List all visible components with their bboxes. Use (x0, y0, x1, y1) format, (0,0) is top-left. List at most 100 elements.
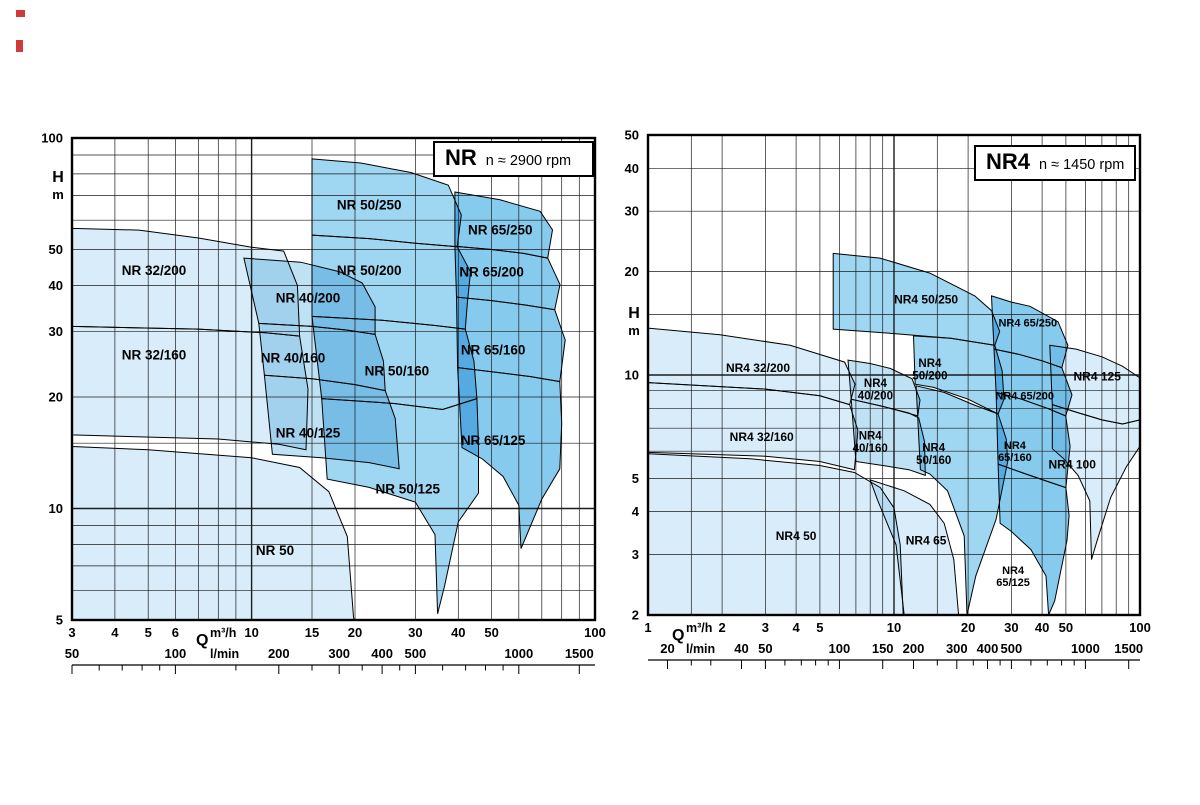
x-tick-m3h: 100 (584, 625, 606, 640)
region-label: NR4 50/200 (912, 358, 947, 382)
region-label: NR4 65/125 (996, 565, 1030, 589)
x-tick-lmin: 200 (903, 641, 925, 656)
x-axis-symbol: Q (196, 632, 208, 649)
y-tick-label: 40 (49, 278, 63, 293)
x-tick-lmin: 50 (758, 641, 772, 656)
chart-rpm-nr: n ≈ 2900 rpm (485, 153, 572, 169)
region-NR-65-125 (457, 367, 562, 549)
region-NR4-40-160 (851, 399, 926, 476)
y-tick-label: 30 (625, 204, 639, 219)
x-tick-m3h: 5 (145, 625, 152, 640)
region-NR4-125 (1049, 345, 1140, 424)
region-label: NR4 50/250 (894, 293, 958, 307)
x-tick-lmin: 20 (660, 641, 674, 656)
region-NR-65-160 (456, 297, 566, 382)
x-tick-lmin: 400 (977, 641, 999, 656)
region-NR4-32-160 (648, 382, 858, 470)
region-label: NR4 50/160 (916, 443, 951, 467)
chart-title-nr: NR (445, 145, 477, 170)
x-tick-m3h: 40 (1035, 620, 1049, 635)
region-label: NR 65/250 (468, 223, 533, 238)
x-tick-m3h: 10 (244, 625, 258, 640)
region-label: NR 50/250 (337, 198, 402, 213)
y-tick-label: 5 (56, 613, 63, 628)
x-tick-m3h: 3 (762, 620, 769, 635)
y-tick-label: 10 (49, 501, 63, 516)
x-tick-m3h: 4 (792, 620, 800, 635)
corner-mark (16, 40, 23, 52)
y-axis-unit: m (52, 187, 64, 202)
region-NR-50-200 (312, 235, 471, 330)
chart-rpm-nr4: n ≈ 1450 rpm (1039, 157, 1125, 173)
x-tick-lmin: 1000 (1071, 641, 1100, 656)
region-NR4-65-125 (998, 464, 1070, 615)
y-tick-label: 100 (41, 131, 63, 146)
x-tick-m3h: 4 (111, 625, 119, 640)
chart-title-box-nr: NR n ≈ 2900 rpm (433, 141, 594, 177)
x-tick-lmin: 300 (946, 641, 968, 656)
region-NR-32-200 (72, 228, 300, 337)
pump-regions (72, 158, 566, 620)
corner-mark (16, 10, 25, 17)
region-label: NR 50/125 (376, 482, 441, 497)
region-label: NR 65/125 (461, 433, 526, 448)
region-NR4-65-250 (991, 295, 1068, 368)
region-label: NR 40/200 (276, 291, 341, 306)
region-outlines (72, 158, 566, 620)
region-NR-50 (72, 446, 355, 620)
x-tick-lmin: 200 (268, 646, 290, 661)
region-label: NR4 65 (906, 534, 947, 548)
region-label: NR 50 (256, 543, 294, 558)
region-NR-50-125 (321, 398, 479, 614)
x-tick-m3h: 30 (408, 625, 422, 640)
region-NR-65-200 (454, 246, 560, 310)
region-NR-32-160 (72, 326, 308, 450)
y-tick-label: 20 (49, 390, 63, 405)
x-axis-unit-top: m³/h (686, 621, 712, 635)
region-NR-50-250 (312, 158, 462, 247)
x-axis-symbol: Q (672, 627, 684, 644)
x-tick-lmin: 100 (829, 641, 851, 656)
x-tick-m3h: 50 (484, 625, 498, 640)
region-NR4-50-250 (833, 253, 1000, 346)
x-tick-lmin: 500 (1001, 641, 1023, 656)
x-tick-m3h: 10 (887, 620, 901, 635)
region-label: NR 40/125 (276, 426, 341, 441)
region-NR4-32-200 (648, 328, 855, 405)
chart-nr: 100 50 40 30 20 10 5 Hm 3 4 5 6 10 15 20 30 40 50 100 50 100… (41, 131, 606, 674)
x-axis-unit-top: m³/h (210, 626, 236, 640)
x-tick-lmin: 400 (371, 646, 393, 661)
x-tick-m3h: 2 (718, 620, 725, 635)
y-tick-label: 20 (625, 264, 639, 279)
x-tick-lmin: 300 (328, 646, 350, 661)
y-tick-label: 50 (49, 242, 63, 257)
y-tick-label: 30 (49, 324, 63, 339)
x-tick-m3h: 20 (961, 620, 975, 635)
region-label: NR 32/200 (122, 263, 187, 278)
x-tick-m3h: 5 (816, 620, 823, 635)
region-label: NR 50/160 (365, 364, 430, 379)
region-NR-50-160 (312, 316, 477, 410)
region-label: NR4 65/250 (998, 318, 1057, 330)
y-axis-symbol: H (52, 169, 64, 186)
y-tick-label: 5 (632, 471, 639, 486)
region-NR-65-250 (454, 192, 553, 259)
region-label: NR 65/160 (461, 343, 526, 358)
region-label: NR4 40/160 (853, 431, 888, 455)
x-tick-m3h: 30 (1004, 620, 1018, 635)
region-label: NR 40/160 (261, 351, 326, 366)
region-label: NR4 100 (1049, 457, 1097, 471)
x-axis-unit-bottom: l/min (210, 647, 239, 661)
y-axis-symbol: H (628, 305, 640, 322)
x-tick-lmin: 50 (65, 646, 79, 661)
grid (647, 134, 1141, 616)
y-tick-label: 40 (625, 161, 639, 176)
region-outlines (648, 252, 1140, 615)
y-tick-label: 4 (632, 504, 640, 519)
x-axis-unit-bottom: l/min (686, 642, 715, 656)
x-tick-m3h: 3 (68, 625, 75, 640)
region-label: NR4 40/200 (858, 378, 893, 402)
chart-title-box-nr4: NR4 n ≈ 1450 rpm (974, 145, 1136, 181)
region-label: NR4 32/160 (730, 430, 794, 444)
